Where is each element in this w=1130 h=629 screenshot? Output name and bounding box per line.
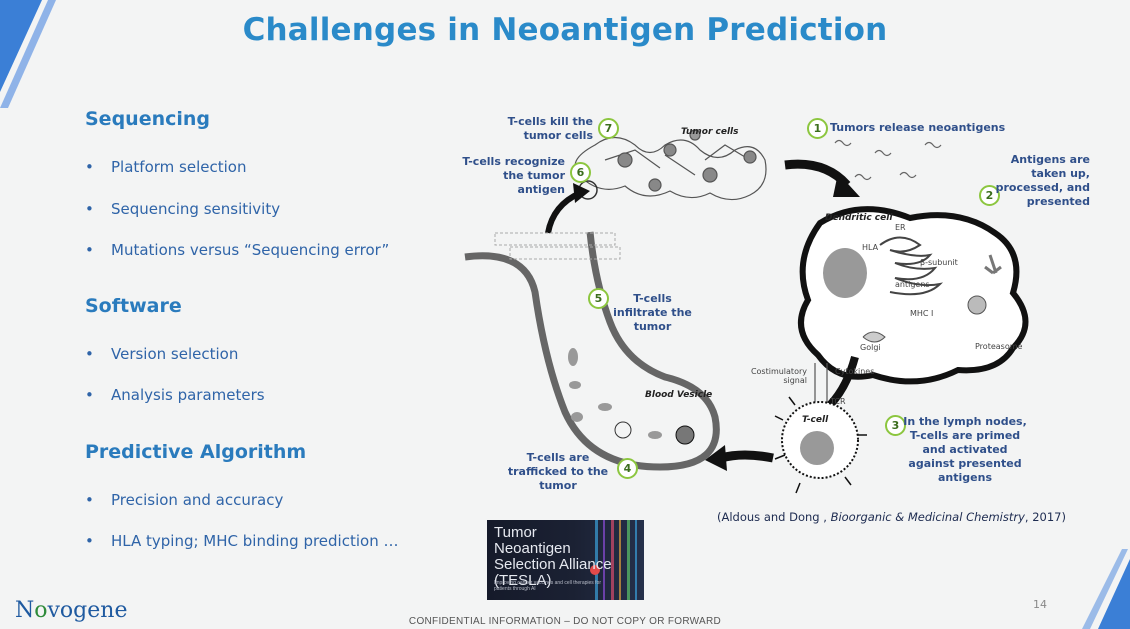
step-label-5: T-cells infiltrate the tumor: [613, 292, 692, 333]
label-antigens: antigens: [895, 280, 930, 289]
novogene-logo: Novogene: [15, 598, 128, 623]
label-t-cell: T-cell: [802, 415, 829, 425]
label-blood-vesicle: Blood Vesicle: [645, 390, 713, 400]
tesla-video-thumbnail[interactable]: Tumor Neoantigen Selection Alliance (TES…: [487, 520, 644, 600]
tesla-subtitle: Improving cancer vaccines and cell thera…: [494, 580, 601, 592]
list-item: • Version selection: [85, 345, 239, 363]
label-er: ER: [895, 223, 906, 232]
corner-stripe-decoration: [1082, 549, 1130, 629]
section-heading-sequencing: Sequencing: [85, 108, 211, 130]
label-dendritic-cell: Dendritic cell: [825, 213, 893, 223]
slide-title: Challenges in Neoantigen Prediction: [242, 12, 888, 48]
figure-citation: (Aldous and Dong , Bioorganic & Medicina…: [717, 510, 1066, 524]
label-proteasome: Proteasome: [975, 342, 1023, 351]
confidential-footer: CONFIDENTIAL INFORMATION – DO NOT COPY O…: [408, 616, 722, 627]
label-costimulatory-signal: Costimulatory signal: [750, 367, 807, 385]
arrow-icon: [827, 355, 859, 408]
step-label-7: T-cells kill the tumor cells: [507, 115, 593, 142]
neoantigen-squiggles: [834, 139, 942, 181]
step-number-3: 3: [885, 415, 906, 436]
label-mhc: MHC I: [910, 309, 934, 318]
corner-stripe-decoration: [0, 0, 56, 108]
step-number-4: 4: [617, 458, 638, 479]
list-item: • Precision and accuracy: [85, 491, 284, 509]
step-number-6: 6: [570, 162, 591, 183]
neoantigen-cycle-diagram: 7 T-cells kill the tumor cells 6 T-cells…: [455, 105, 1095, 500]
blood-vessel-illustration: [464, 231, 720, 471]
diagram-illustration: [464, 129, 1029, 494]
step-number-2: 2: [979, 185, 1000, 206]
step-label-6: T-cells recognize the tumor antigen: [462, 155, 565, 196]
label-tcr: TCR: [830, 397, 846, 406]
tesla-stripes-graphic: [590, 520, 637, 600]
section-heading-predictive-algorithm: Predictive Algorithm: [85, 441, 307, 463]
list-item: • Sequencing sensitivity: [85, 200, 281, 218]
label-cytokines: Cytokines: [835, 367, 875, 376]
step-label-1: Tumors release neoantigens: [830, 121, 1006, 134]
list-item: • Analysis parameters: [85, 386, 265, 404]
step-label-3: In the lymph nodes, T-cells are primed a…: [903, 415, 1027, 484]
section-heading-software: Software: [85, 295, 182, 317]
step-number-7: 7: [598, 118, 619, 139]
tumor-cells-illustration: [574, 129, 767, 201]
label-beta-subunit: β-subunit: [920, 258, 958, 267]
tesla-title: Tumor Neoantigen Selection Alliance (TES…: [494, 524, 612, 589]
list-item: • Platform selection: [85, 158, 247, 176]
step-number-1: 1: [807, 118, 828, 139]
dendritic-cell-illustration: [798, 206, 1029, 385]
step-label-4: T-cells are trafficked to the tumor: [507, 451, 609, 492]
label-golgi: Golgi: [860, 343, 881, 352]
step-label-2: Antigens are taken up, processed, and pr…: [995, 153, 1090, 208]
arrow-icon: [719, 450, 774, 463]
page-number: 14: [1033, 598, 1047, 611]
label-tumor-cells: Tumor cells: [681, 127, 739, 137]
list-item: • Mutations versus “Sequencing error”: [85, 241, 390, 259]
list-item: • HLA typing; MHC binding prediction …: [85, 532, 399, 550]
label-hla: HLA: [862, 243, 879, 252]
step-number-5: 5: [588, 288, 609, 309]
